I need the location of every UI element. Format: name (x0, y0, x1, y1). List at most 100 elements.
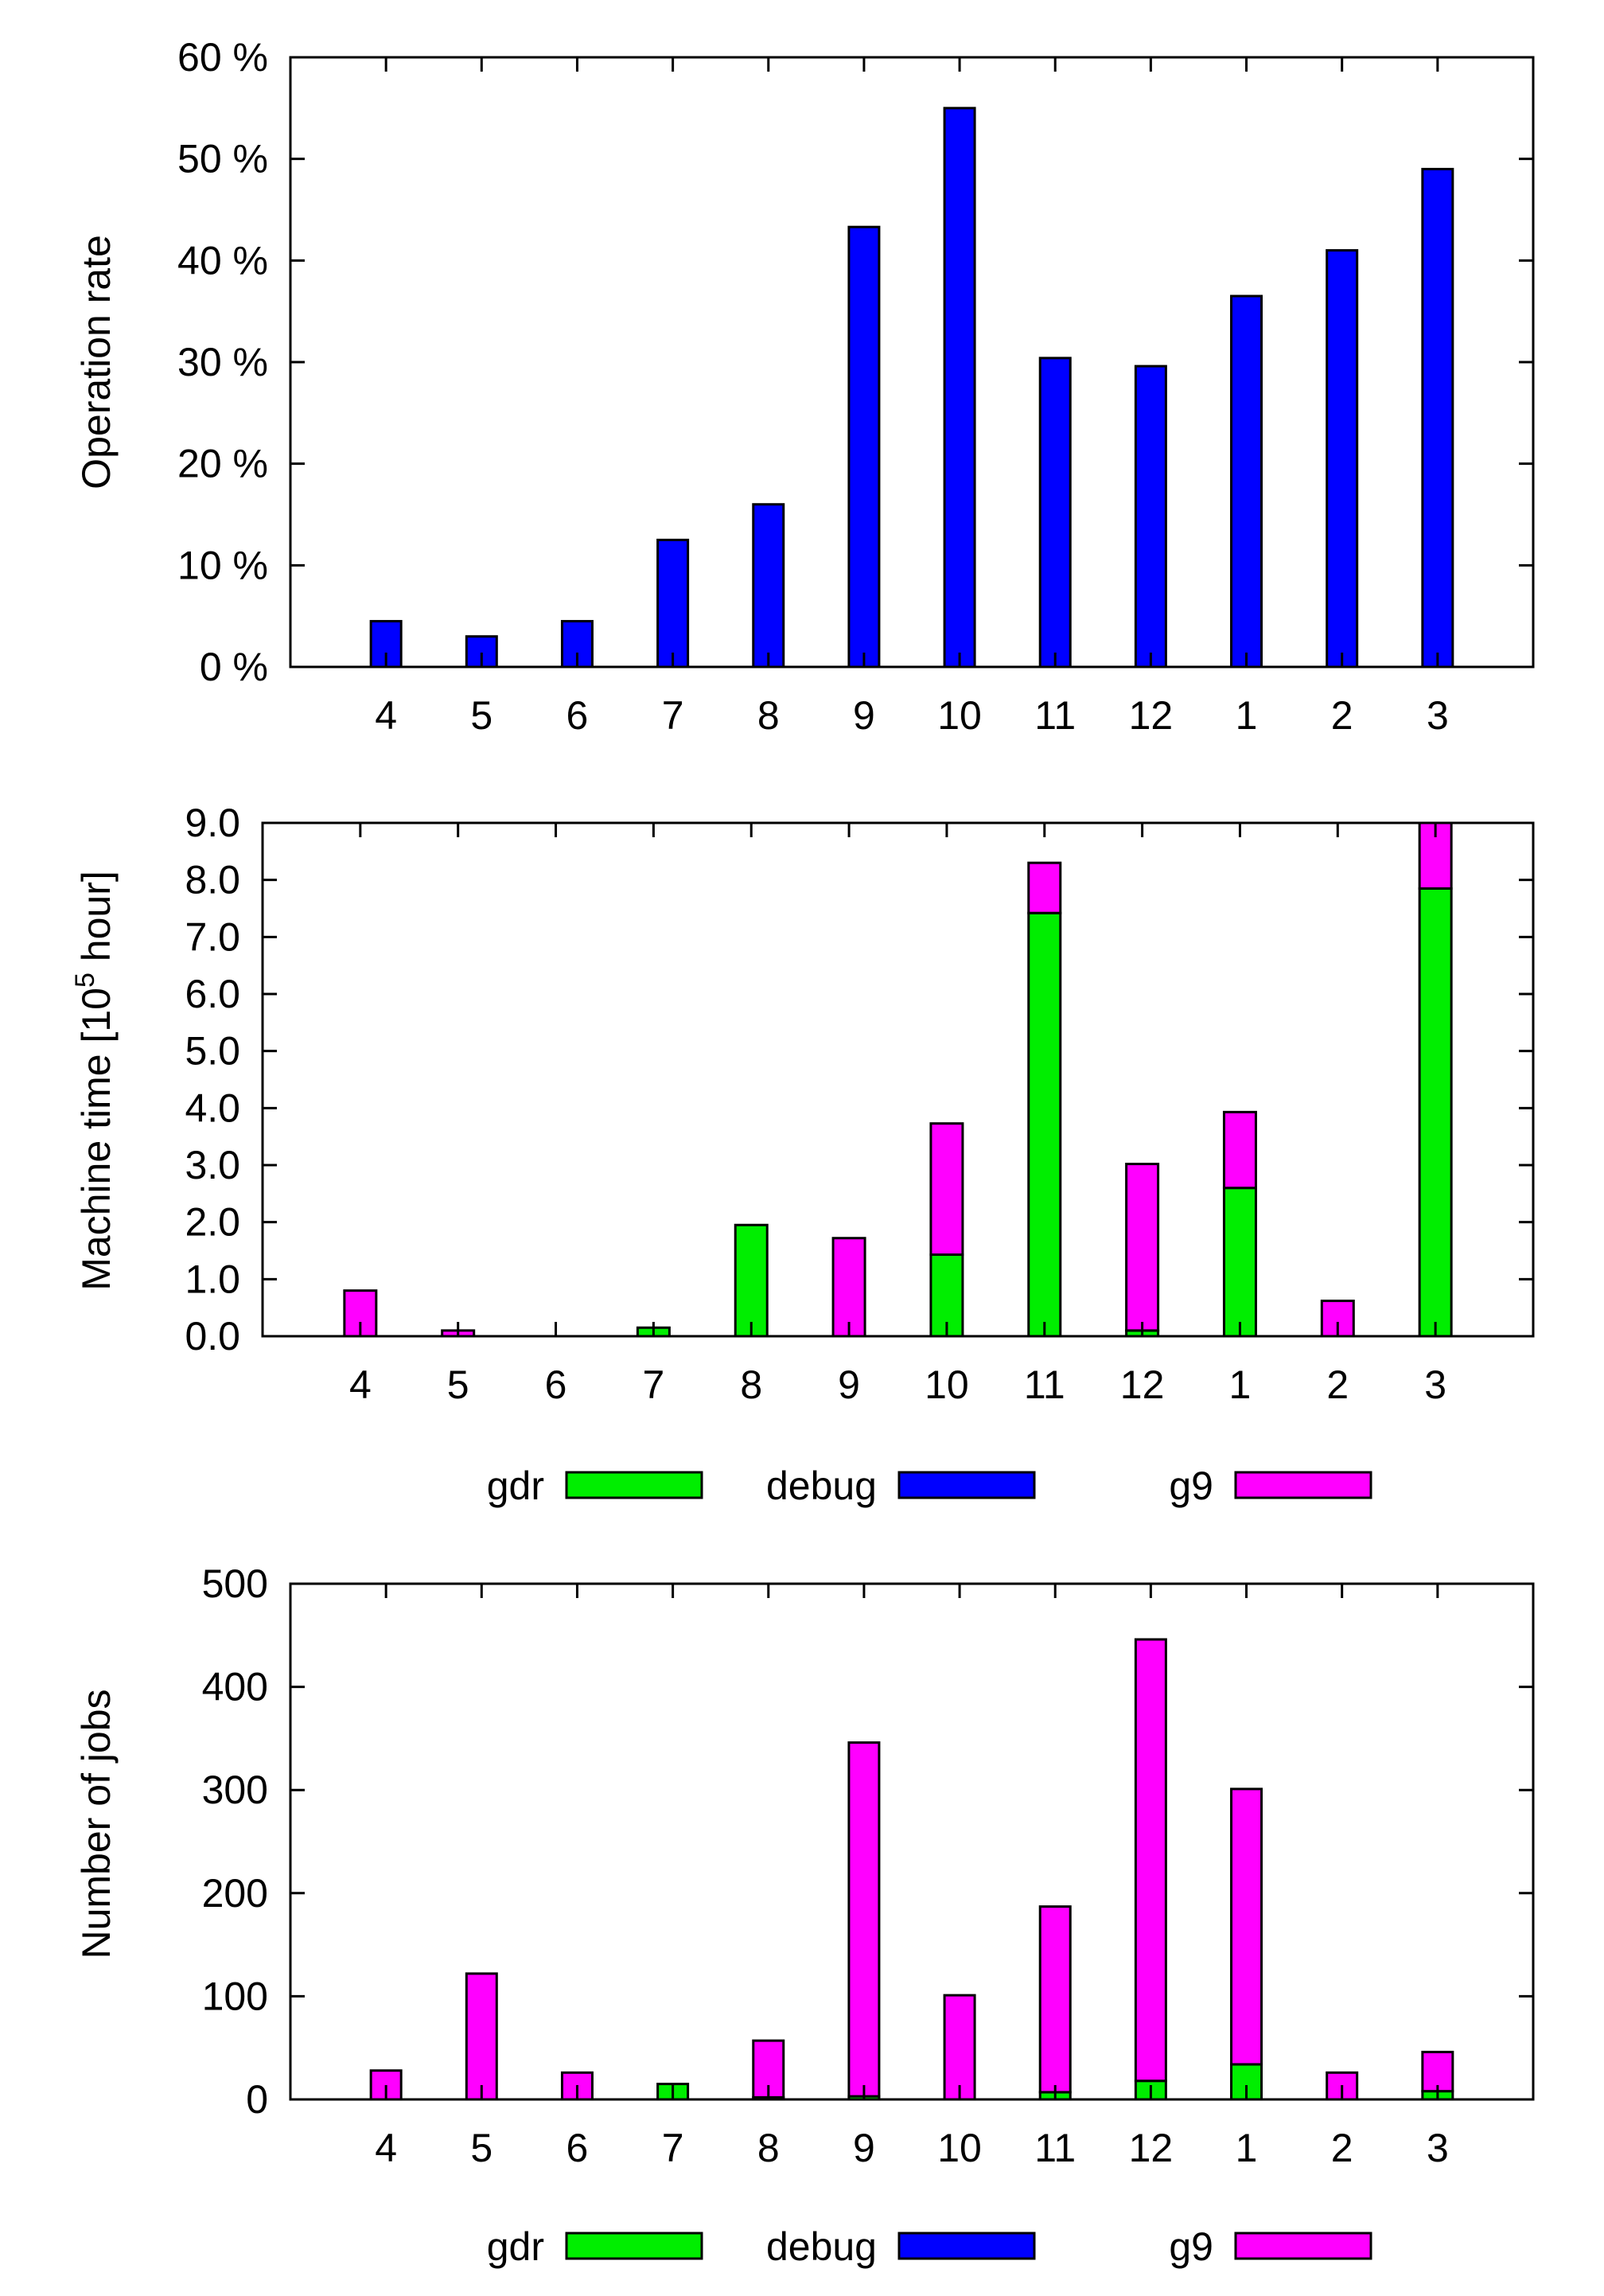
bar-g9-5 (465, 1972, 498, 2101)
bar-value-11 (1038, 357, 1072, 669)
ytick-label: 5.0 (185, 1029, 240, 1074)
xtick-label: 10 (925, 1362, 969, 1407)
bar-g9-12 (1125, 1163, 1160, 1332)
xtick-label: 3 (1427, 693, 1449, 738)
bar-g9-9 (847, 1741, 881, 2098)
xtick-label: 6 (566, 2126, 589, 2170)
xtick-label: 5 (470, 2126, 492, 2170)
xtick-label: 4 (349, 1362, 372, 1407)
ytick-label: 300 (202, 1768, 268, 1812)
bar-g9-10 (943, 1994, 976, 2101)
xtick-label: 6 (566, 693, 589, 738)
xtick-label: 7 (642, 1362, 664, 1407)
legend-label-gdr: gdr (487, 1464, 544, 1508)
ytick-label: 4.0 (185, 1086, 240, 1130)
legend-swatch-gdr (565, 1471, 703, 1499)
xtick-label: 11 (1034, 693, 1076, 738)
ytick-label: 0 % (200, 645, 268, 689)
machine-time-ylabel-prefix: Machine time [10 (74, 988, 119, 1291)
bar-g9-10 (929, 1122, 964, 1257)
operation-rate-chart: Operation rate 0 % 10 % 20 % 30 % 40 % 50 % 60… (74, 35, 1535, 738)
ytick-label: 50 % (177, 137, 268, 181)
xtick-label: 8 (757, 2126, 780, 2170)
bar-g9-1 (1230, 1787, 1263, 2066)
legend-swatch-gdr (565, 2232, 703, 2260)
ytick-label: 500 (202, 1561, 268, 1606)
xtick-label: 1 (1236, 693, 1258, 738)
ytick-label: 1.0 (185, 1257, 240, 1301)
ytick-label: 7.0 (185, 914, 240, 959)
legend-label-gdr: gdr (487, 2224, 544, 2269)
bar-g9-12 (1134, 1638, 1167, 2083)
bar-value-1 (1230, 294, 1263, 669)
xtick-label: 8 (757, 693, 780, 738)
xtick-label: 6 (545, 1362, 567, 1407)
bar-gdr-8 (734, 1223, 769, 1338)
xtick-label: 10 (937, 2126, 982, 2170)
legend-swatch-g9 (1234, 2232, 1372, 2260)
legend-swatch-g9 (1234, 1471, 1372, 1499)
xtick-label: 12 (1129, 2126, 1174, 2170)
xtick-label: 3 (1427, 2126, 1449, 2170)
xtick-label: 1 (1229, 1362, 1252, 1407)
xtick-label: 2 (1326, 1362, 1349, 1407)
ytick-label: 20 % (177, 442, 268, 486)
ytick-label: 3.0 (185, 1143, 240, 1187)
legend-label-debug: debug (766, 1464, 877, 1508)
ytick-label: 8.0 (185, 858, 240, 902)
xtick-label: 11 (1034, 2126, 1076, 2170)
plot-frame (289, 1582, 1535, 2101)
bar-g9-1 (1222, 1110, 1257, 1190)
ytick-label: 100 (202, 1974, 268, 2018)
ytick-label: 10 % (177, 543, 268, 587)
machine-time-ylabel: Machine time [105 hour] (70, 871, 119, 1291)
bar-g9-3 (1421, 2050, 1454, 2093)
bar-value-12 (1134, 364, 1167, 669)
xtick-label: 1 (1236, 2126, 1258, 2170)
xtick-label: 11 (1024, 1362, 1065, 1407)
bar-value-3 (1421, 167, 1454, 669)
bar-g9-9 (831, 1237, 866, 1338)
ytick-label: 0 (246, 2077, 268, 2122)
xtick-label: 7 (662, 2126, 684, 2170)
xtick-label: 8 (740, 1362, 762, 1407)
plot-frame (261, 821, 1535, 1338)
xtick-label: 4 (375, 2126, 397, 2170)
xtick-label: 5 (470, 693, 492, 738)
xtick-label: 12 (1129, 693, 1174, 738)
ytick-label: 400 (202, 1665, 268, 1709)
bar-gdr-3 (1418, 887, 1453, 1338)
xtick-label: 9 (838, 1362, 860, 1407)
bar-value-7 (656, 538, 690, 669)
number-of-jobs-chart: Number of jobs 0 100 200 300 400 500 4 5 6 7 8 9 10 1… (74, 1561, 1535, 2269)
ytick-label: 6.0 (185, 972, 240, 1016)
number-of-jobs-ylabel: Number of jobs (74, 1689, 119, 1959)
legend-swatch-debug (897, 2232, 1036, 2260)
xtick-label: 3 (1424, 1362, 1446, 1407)
xtick-label: 5 (447, 1362, 469, 1407)
bar-g9-11 (1027, 861, 1062, 914)
legend-swatch-debug (897, 1471, 1036, 1499)
xtick-label: 9 (853, 693, 875, 738)
machine-time-ylabel-suffix: hour] (74, 871, 119, 973)
xtick-label: 4 (375, 693, 397, 738)
ytick-label: 2.0 (185, 1200, 240, 1245)
bar-value-10 (943, 107, 976, 669)
legend-label-g9: g9 (1169, 1464, 1213, 1508)
legend-label-g9: g9 (1169, 2224, 1213, 2269)
bar-value-2 (1326, 249, 1359, 669)
xtick-label: 7 (662, 693, 684, 738)
xtick-label: 12 (1120, 1362, 1165, 1407)
bar-g9-11 (1038, 1905, 1072, 2094)
machine-time-chart: Machine time [105 hour] 0.01.02.03.04.05… (70, 801, 1535, 1508)
ytick-label: 200 (202, 1871, 268, 1916)
xtick-label: 2 (1331, 693, 1353, 738)
ytick-label: 9.0 (185, 801, 240, 845)
xtick-label: 2 (1331, 2126, 1353, 2170)
bar-value-9 (847, 225, 881, 669)
ytick-label: 40 % (177, 238, 268, 283)
legend: gdr debug g9 (487, 1464, 1372, 1508)
bar-gdr-11 (1027, 911, 1062, 1338)
